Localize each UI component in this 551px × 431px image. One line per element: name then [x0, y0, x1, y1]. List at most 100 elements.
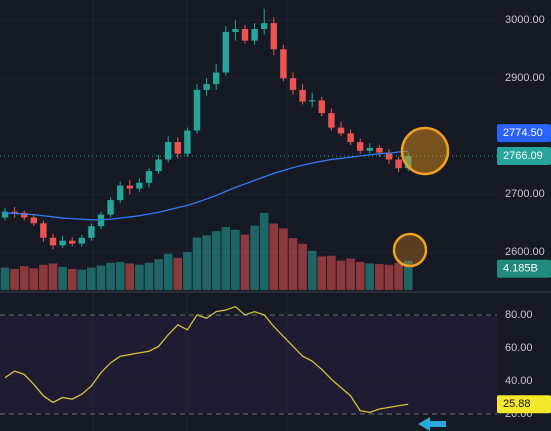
volume-badge-bg: [497, 259, 551, 278]
volume-bar: [144, 262, 154, 290]
highlight-circle: [400, 126, 450, 176]
rsi-badge: 25.88: [503, 398, 531, 410]
candle-body: [117, 185, 124, 201]
y-tick-label: 3000.00: [505, 14, 545, 26]
volume-bar: [77, 269, 87, 290]
candle-body: [366, 147, 373, 151]
volume-bar: [192, 237, 202, 290]
price-badge-bg: [497, 146, 551, 165]
rsi-band: [0, 315, 497, 414]
volume-bar: [327, 255, 336, 290]
volume-bar: [307, 250, 317, 290]
candle-body: [405, 155, 412, 169]
volume-bar: [394, 262, 403, 290]
candle-body: [222, 31, 229, 73]
candle-body: [289, 78, 297, 90]
volume-bar: [48, 263, 58, 290]
volume-badge: 4.185B: [503, 263, 538, 275]
volume-bar: [106, 262, 115, 290]
candle-body: [395, 159, 402, 169]
ma-line: [4, 150, 409, 221]
volume-bar: [298, 243, 307, 290]
candle-body: [30, 217, 37, 224]
candle-body: [145, 171, 153, 183]
volume-bar: [125, 263, 135, 290]
volume-bar: [67, 269, 77, 290]
volume-bar: [96, 265, 106, 290]
candle-body: [136, 182, 143, 189]
candle-body: [203, 84, 210, 90]
price-badge-bg: [497, 124, 551, 143]
volume-bar: [29, 268, 39, 290]
rsi-tick-label: 60.00: [505, 342, 533, 354]
rsi-tick-label: 80.00: [505, 309, 533, 321]
volume-bar: [336, 260, 346, 290]
y-tick-label: 2900.00: [505, 72, 545, 84]
candle-body: [126, 185, 133, 189]
volume-bar: [115, 262, 125, 290]
candle-body: [155, 159, 162, 172]
volume-bar: [202, 235, 211, 290]
volume-bar: [211, 231, 221, 290]
annotations: [392, 126, 450, 431]
volume-bar: [135, 264, 144, 290]
volume-bar: [269, 223, 279, 290]
volume-bar: [317, 256, 327, 290]
y-tick-label: 2600.00: [505, 246, 545, 258]
volume-bar: [279, 228, 288, 290]
volume-bar: [173, 257, 183, 290]
price-badge: 2774.50: [503, 127, 543, 139]
volume-bar: [87, 267, 96, 290]
volume-bar: [154, 259, 163, 290]
candle-body: [347, 133, 354, 143]
volume-bar: [259, 213, 269, 290]
price-badge: 2766.09: [503, 150, 543, 162]
candle-body: [88, 226, 95, 238]
candle-body: [357, 142, 364, 151]
candle-body: [165, 142, 172, 160]
candle-body: [78, 237, 85, 244]
volume-bar: [346, 258, 355, 290]
candle-body: [107, 200, 114, 215]
candle-body: [59, 240, 66, 246]
candle-body: [40, 223, 47, 238]
candle-body: [385, 152, 393, 160]
volume-bar: [250, 225, 259, 290]
candle-body: [251, 29, 258, 41]
candle-body: [11, 211, 18, 213]
candle-body: [21, 212, 28, 218]
volume-bar: [10, 269, 19, 290]
candle-body: [193, 89, 201, 131]
rsi-line: [4, 305, 409, 414]
candle-body: [328, 113, 335, 128]
y-tick-label: 2700.00: [505, 188, 545, 200]
highlight-circle: [392, 232, 428, 268]
volume-bar: [0, 267, 10, 290]
volume-bar: [221, 227, 231, 290]
rsi-tick-label: 40.00: [505, 375, 533, 387]
rsi-badge-bg: [497, 395, 551, 414]
candle-body: [261, 23, 268, 29]
candle-body: [337, 127, 345, 134]
candle-body: [213, 72, 220, 85]
volume-bar: [231, 229, 240, 290]
volume-bar: [183, 252, 192, 290]
candle-body: [280, 49, 287, 79]
candle-body: [376, 147, 383, 153]
candle-body: [174, 142, 181, 154]
candle-body: [318, 100, 325, 114]
marks: 2600.002700.002900.003000.0020.0040.0060…: [0, 8, 551, 420]
candle-body: [49, 237, 57, 246]
volume-bar: [384, 264, 394, 290]
volume-bar: [365, 263, 375, 290]
candle-body: [241, 29, 249, 41]
volume-bar: [58, 266, 67, 290]
volume-bar: [375, 264, 384, 290]
candle-body: [270, 23, 277, 50]
candle-body: [69, 240, 76, 244]
volume-bar: [355, 262, 365, 290]
volume-bar: [288, 238, 298, 290]
candle-body: [1, 211, 9, 218]
volume-bar: [163, 253, 173, 290]
